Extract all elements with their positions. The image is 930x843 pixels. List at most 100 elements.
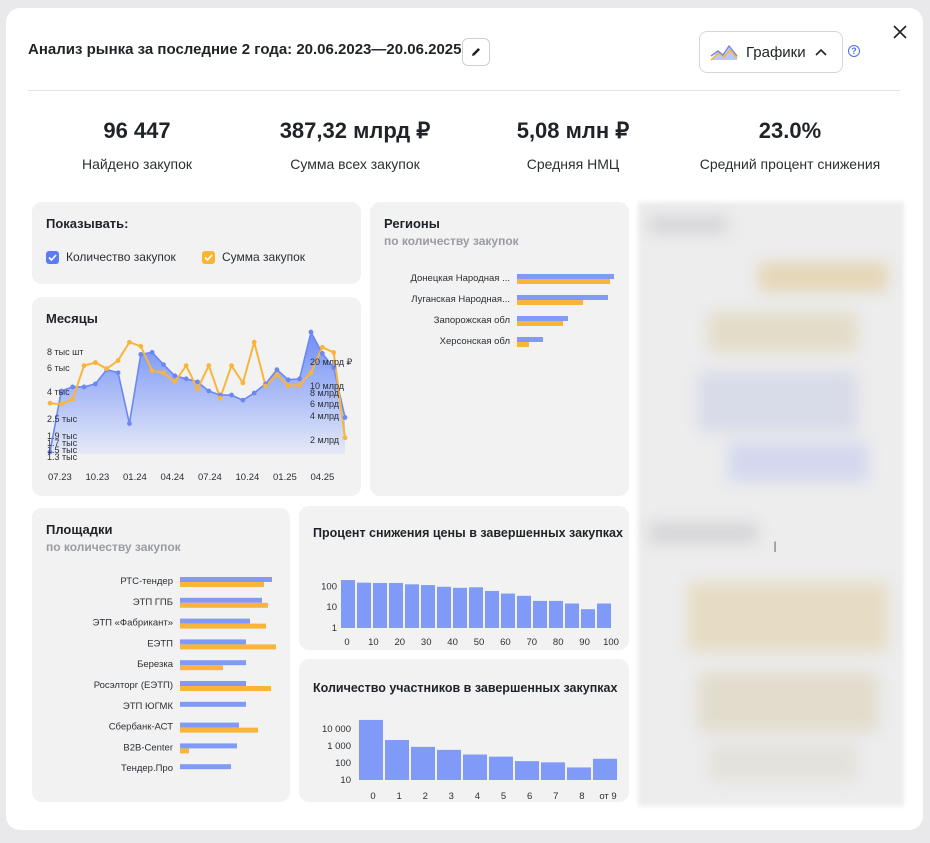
x-axis-tick: 07.23 <box>48 472 72 483</box>
right-axis-tick: 2 млрд <box>310 435 340 445</box>
count-point <box>92 381 98 387</box>
stat-value: 387,32 млрд ₽ <box>279 118 431 143</box>
x-axis-tick: 0 <box>344 637 349 648</box>
sum-point <box>285 383 291 389</box>
stat-total-sum: 387,32 млрд ₽ Сумма всех закупок <box>270 118 440 172</box>
sum-point <box>331 350 337 355</box>
x-axis-tick: от 9 <box>599 791 616 802</box>
participants-chart-card: Количество участников в завершенных заку… <box>299 659 629 802</box>
discount-chart-card: Процент снижения цены в завершенных заку… <box>299 506 629 650</box>
sum-point <box>263 383 268 389</box>
months-chart-card: Месяцы 8 тыс шт 6 тыс 4 тыс 2.5 тыс 1.9 тыс 1… <box>32 297 361 496</box>
checkbox-label: Сумма закупок <box>222 250 306 264</box>
pencil-icon <box>472 48 480 56</box>
data-bar <box>517 595 531 628</box>
sum-point <box>104 366 110 372</box>
x-axis-tick: 30 <box>421 637 432 648</box>
sum-point <box>229 363 234 369</box>
count-point <box>229 392 234 398</box>
data-bar <box>389 582 403 628</box>
category-label: Росэлторг (ЕЭТП) <box>94 680 173 691</box>
data-bar <box>453 587 467 628</box>
data-bar <box>469 587 483 628</box>
data-bar <box>549 600 563 628</box>
x-axis-tick: 8 <box>579 791 584 802</box>
category-label: Херсонская обл <box>440 336 510 347</box>
sum-point <box>195 386 200 392</box>
count-bar <box>180 701 246 707</box>
show-sum-checkbox[interactable]: Сумма закупок <box>202 250 305 264</box>
category-label: РТС-тендер <box>120 576 173 587</box>
count-point <box>138 352 144 357</box>
sum-bar <box>180 686 271 691</box>
right-axis-tick: 4 млрд <box>310 411 340 421</box>
right-axis-tick: 10 млрд <box>310 381 345 391</box>
count-point <box>342 415 348 420</box>
left-axis-tick: 1.3 тыс <box>47 452 78 462</box>
data-bar <box>567 767 591 780</box>
count-point <box>172 373 178 379</box>
data-bar <box>565 603 579 628</box>
right-axis-tick: 6 млрд <box>310 399 340 409</box>
category-label: ЭТП ГПБ <box>133 597 173 608</box>
regions-chart-subtitle: по количеству закупок <box>384 234 519 248</box>
sum-bar <box>180 748 189 754</box>
data-bar <box>533 600 547 628</box>
data-bar <box>421 585 435 628</box>
data-bar <box>437 749 461 780</box>
count-bar <box>180 681 246 686</box>
data-bar <box>593 758 617 780</box>
close-icon[interactable] <box>890 22 910 42</box>
x-axis-tick: 07.24 <box>198 472 222 483</box>
count-bar <box>517 295 608 300</box>
help-icon[interactable]: ? <box>848 45 860 57</box>
x-axis-tick: 20 <box>395 637 406 648</box>
right-axis-tick: 8 млрд <box>310 388 340 398</box>
sum-point <box>217 395 223 401</box>
count-point <box>149 350 155 355</box>
category-label: Луганская Народная... <box>411 294 510 305</box>
edit-period-button[interactable] <box>462 38 490 66</box>
sum-bar <box>180 665 223 671</box>
x-axis-tick: 7 <box>553 791 558 802</box>
sum-point <box>47 400 53 406</box>
x-axis-tick: 60 <box>500 637 511 648</box>
count-point <box>285 377 291 383</box>
count-point <box>240 397 246 403</box>
platforms-chart-title: Площадки <box>46 522 113 537</box>
sum-bar <box>180 582 264 587</box>
sum-point <box>70 396 76 402</box>
stat-label: Средняя НМЦ <box>526 156 620 172</box>
sum-point <box>149 368 155 374</box>
x-axis-tick: 100 <box>603 637 619 648</box>
x-axis-tick: 4 <box>475 791 480 802</box>
sum-point <box>92 360 98 365</box>
checkbox-checked-icon <box>202 250 215 264</box>
stat-found: 96 447 Найдено закупок <box>62 118 212 172</box>
x-axis-tick: 6 <box>527 791 532 802</box>
category-label: Тендер.Про <box>121 763 173 774</box>
x-axis-tick: 10 <box>368 637 379 648</box>
data-bar <box>373 582 387 628</box>
data-bar <box>515 761 539 780</box>
data-bar <box>341 580 355 628</box>
right-axis-tick: 20 млрд ₽ <box>310 357 353 367</box>
category-label: ЕЭТП <box>147 638 173 649</box>
left-axis-tick: 1.7 тыс <box>47 438 78 448</box>
show-count-checkbox[interactable]: Количество закупок <box>46 250 176 264</box>
category-label: Сбербанк-АСТ <box>109 722 174 733</box>
x-axis-tick: 04.25 <box>311 472 335 483</box>
data-bar <box>463 754 487 780</box>
count-point <box>274 367 280 373</box>
data-bar <box>485 590 499 628</box>
count-point <box>58 388 64 394</box>
sum-bar <box>517 279 610 284</box>
y-axis-tick: 1 <box>332 623 337 634</box>
charts-toggle-button[interactable]: Графики <box>699 31 843 73</box>
regions-chart-card: Регионы по количеству закупок Донецкая Н… <box>370 202 629 496</box>
months-chart-title: Месяцы <box>46 311 98 326</box>
x-axis-tick: 3 <box>449 791 454 802</box>
sum-point <box>127 339 132 345</box>
discount-chart: 100 10 10 10 20 30 40 50 60 70 80 90 100 <box>321 580 619 648</box>
category-label: Запорожская обл <box>434 315 510 326</box>
